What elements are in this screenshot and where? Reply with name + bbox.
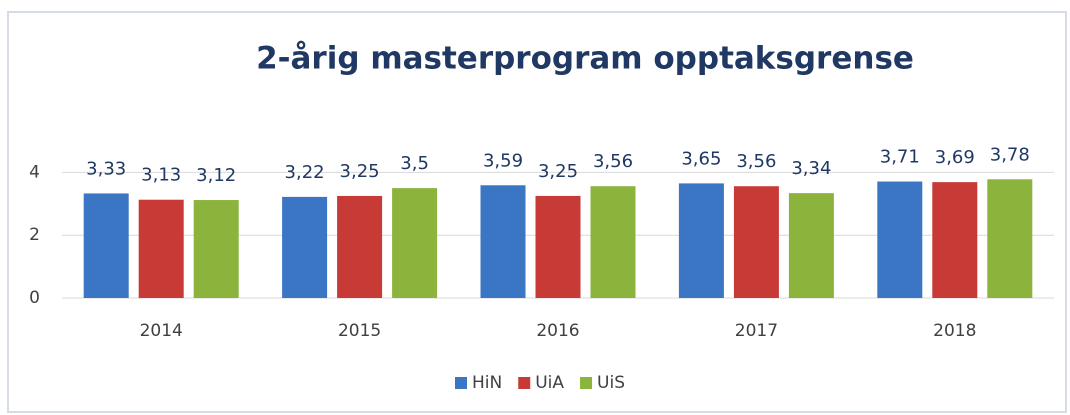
data-label: 3,59 bbox=[483, 150, 523, 171]
data-label: 3,71 bbox=[880, 147, 920, 168]
bar bbox=[788, 193, 834, 298]
bar bbox=[987, 179, 1033, 298]
bar bbox=[392, 188, 438, 298]
bar bbox=[480, 185, 526, 298]
x-tick-label: 2015 bbox=[338, 321, 381, 341]
bar bbox=[535, 195, 581, 298]
data-label: 3,25 bbox=[538, 161, 578, 182]
legend-label: UiA bbox=[535, 373, 564, 393]
data-label: 3,33 bbox=[86, 158, 126, 179]
data-label: 3,69 bbox=[935, 147, 975, 168]
data-label: 3,78 bbox=[990, 144, 1030, 165]
data-label: 3,65 bbox=[681, 148, 721, 169]
data-label: 3,34 bbox=[791, 158, 831, 179]
bar bbox=[138, 199, 184, 298]
bar bbox=[932, 182, 978, 298]
data-label: 3,22 bbox=[285, 162, 325, 183]
legend-label: HiN bbox=[472, 373, 502, 393]
x-tick-label: 2018 bbox=[933, 321, 976, 341]
data-label: 3,56 bbox=[593, 151, 633, 172]
y-tick-label: 0 bbox=[29, 288, 40, 308]
bar bbox=[83, 193, 129, 298]
data-label: 3,56 bbox=[736, 151, 776, 172]
bar bbox=[282, 196, 328, 298]
x-tick-label: 2016 bbox=[536, 321, 579, 341]
bar bbox=[337, 195, 383, 298]
x-tick-label: 2017 bbox=[735, 321, 778, 341]
y-tick-label: 2 bbox=[29, 225, 40, 245]
bar bbox=[678, 183, 724, 298]
data-label: 3,5 bbox=[400, 153, 429, 174]
bar bbox=[733, 186, 779, 298]
legend-swatch bbox=[580, 377, 593, 389]
legend-label: UiS bbox=[597, 373, 625, 393]
bar bbox=[193, 200, 239, 298]
data-label: 3,13 bbox=[141, 165, 181, 186]
bar bbox=[590, 186, 636, 298]
chart-title: 2-årig masterprogram opptaksgrense bbox=[256, 41, 914, 77]
legend-swatch bbox=[455, 377, 467, 389]
bar bbox=[877, 181, 923, 298]
data-label: 3,25 bbox=[340, 161, 380, 182]
data-label: 3,12 bbox=[196, 165, 236, 186]
y-tick-label: 4 bbox=[29, 162, 40, 182]
x-tick-label: 2014 bbox=[140, 321, 183, 341]
legend-swatch bbox=[518, 377, 531, 389]
